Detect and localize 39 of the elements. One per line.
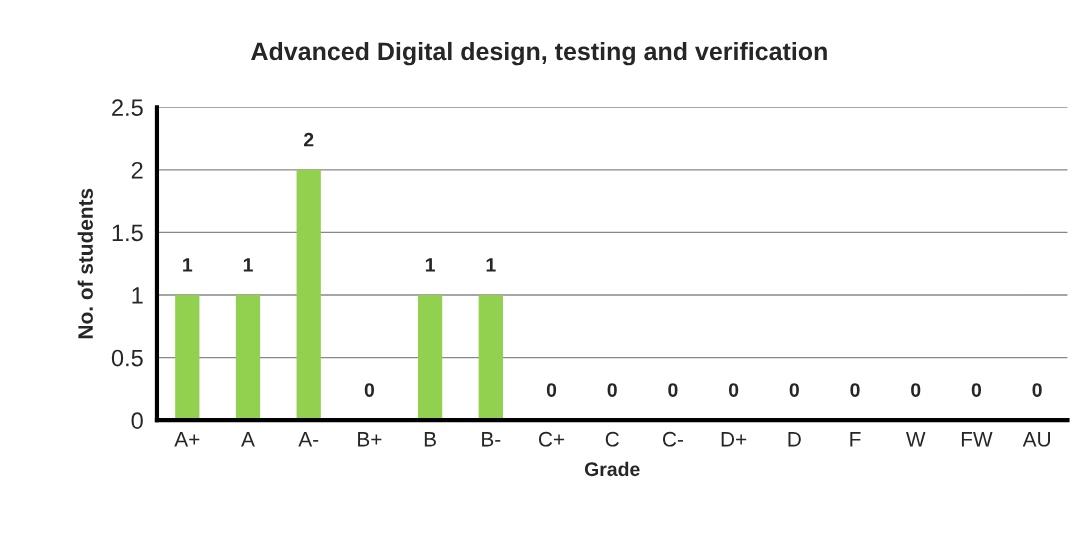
y-tick-label: 0.5: [111, 349, 143, 367]
data-label: 2: [303, 132, 314, 147]
x-tick-label: F: [850, 432, 861, 447]
x-axis-title: Grade: [584, 461, 640, 477]
data-label: 1: [486, 258, 496, 272]
x-tick-label: B: [424, 432, 436, 447]
data-label: 1: [243, 258, 253, 272]
x-tick-label: C: [605, 431, 619, 447]
data-label: 0: [546, 383, 557, 397]
x-tick-label: A: [241, 432, 255, 447]
x-tick-label: D: [788, 432, 801, 447]
y-axis-title: No. of students: [77, 188, 93, 339]
y-tick-label: 1: [132, 287, 143, 304]
y-tick-label: 0: [131, 412, 143, 429]
x-tick-label: A+: [174, 432, 200, 447]
x-tick-label: C+: [538, 431, 565, 447]
y-tick-label: 2.5: [112, 99, 143, 117]
x-tick-label: AU: [1022, 432, 1050, 447]
data-label: 0: [668, 383, 678, 397]
x-tick-label: FW: [961, 432, 993, 447]
data-label: 0: [911, 383, 921, 397]
data-label: 0: [728, 383, 739, 397]
data-label: 0: [607, 383, 617, 397]
x-tick-label: D+: [721, 432, 747, 447]
data-label: 1: [425, 258, 435, 272]
data-label: 0: [1032, 383, 1042, 397]
x-tick-label: B+: [358, 432, 382, 447]
data-label: 0: [850, 383, 860, 397]
data-label: 0: [789, 383, 799, 397]
chart-title: Advanced Digital design, testing and verification: [251, 41, 827, 66]
data-label: 0: [971, 383, 982, 397]
x-tick-label: C-: [662, 431, 683, 447]
x-tick-label: B-: [482, 432, 501, 447]
x-tick-label: A-: [298, 432, 319, 447]
y-tick-label: 1.5: [112, 224, 143, 242]
data-label: 1: [183, 258, 193, 272]
y-tick-label: 2: [131, 161, 143, 179]
data-label: 0: [364, 383, 375, 397]
x-tick-label: W: [905, 432, 926, 447]
